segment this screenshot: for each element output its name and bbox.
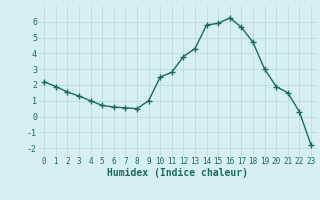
X-axis label: Humidex (Indice chaleur): Humidex (Indice chaleur) <box>107 168 248 178</box>
